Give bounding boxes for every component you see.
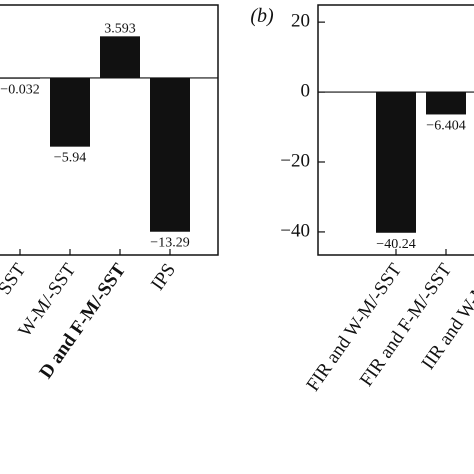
x-tick-label: IPS [147, 260, 180, 295]
value-label: 3.593 [104, 21, 136, 36]
value-label: −6.404 [426, 118, 465, 133]
panel-title: (b) [250, 5, 274, 27]
y-tick-label: 0 [301, 80, 311, 101]
bar [0, 77, 40, 79]
bar [150, 77, 190, 232]
value-label: −40.24 [376, 237, 415, 252]
value-label: −0.032 [0, 82, 39, 97]
value-label: −5.94 [54, 151, 86, 166]
bar [100, 36, 140, 78]
plot-frame [317, 4, 474, 256]
y-tick-label: −20 [280, 150, 310, 171]
bar [50, 77, 90, 147]
x-tick-label: SST [0, 260, 30, 299]
value-label: −13.29 [150, 236, 189, 251]
bar [426, 92, 466, 115]
y-tick-label: −40 [280, 220, 310, 241]
plot-frame [0, 4, 219, 256]
y-tick-label: 20 [291, 10, 310, 31]
x-tick-label: FIR and F-M/-SST [356, 260, 456, 391]
bar [376, 92, 416, 233]
